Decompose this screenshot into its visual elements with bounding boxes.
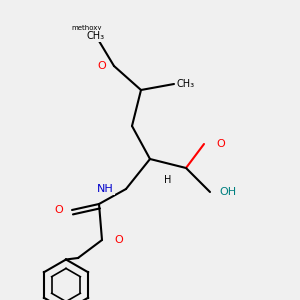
Text: O: O <box>216 139 225 149</box>
Text: H: H <box>164 175 172 185</box>
Text: O: O <box>98 61 106 71</box>
Text: O: O <box>54 205 63 215</box>
Text: methoxy: methoxy <box>72 25 102 31</box>
Text: CH₃: CH₃ <box>87 31 105 41</box>
Text: O: O <box>114 235 123 245</box>
Text: CH₃: CH₃ <box>177 79 195 89</box>
Text: NH: NH <box>97 184 114 194</box>
Text: OH: OH <box>219 187 236 197</box>
